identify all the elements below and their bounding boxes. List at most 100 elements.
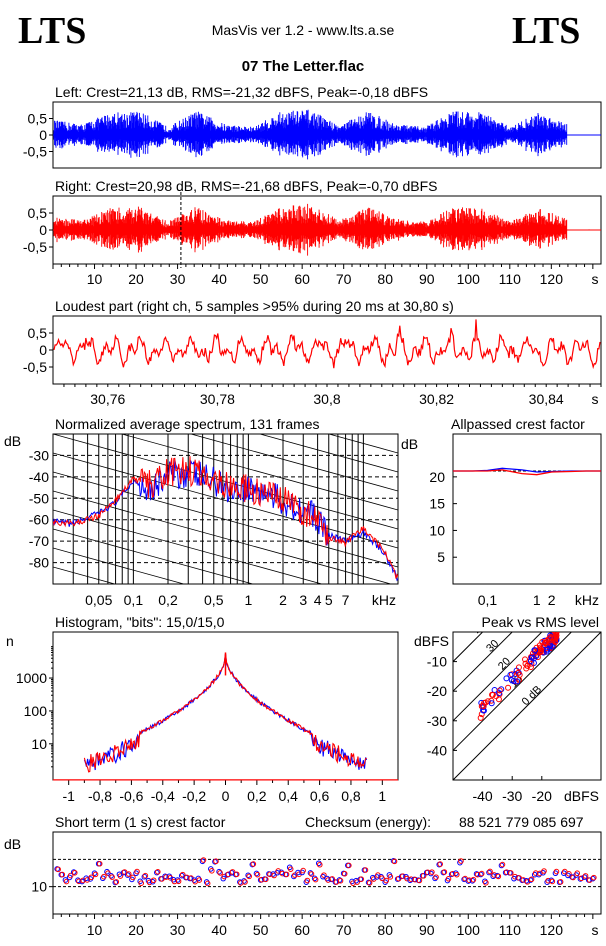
peak-rms-ytick-label: -40 [427, 742, 447, 758]
spectrum-xtick-label: 1 [244, 592, 252, 608]
peak-rms-point [514, 669, 521, 676]
short-term-point-right [578, 875, 585, 882]
spectrum-xtick-label: 0,5 [204, 592, 224, 608]
short-term-point-right [387, 874, 394, 880]
short-term-point-right [553, 868, 560, 875]
short-term-point-left [590, 875, 596, 882]
short-term-point-left [154, 869, 160, 876]
short-term-point-right [561, 868, 568, 875]
peak-rms-ytick-label: -20 [427, 683, 447, 699]
histogram-xtick-label: 0,4 [278, 788, 298, 804]
right-channel-xtick-label: 110 [499, 271, 522, 287]
allpassed-ytick-label: 15 [429, 496, 445, 512]
short-term-point-right [84, 877, 91, 883]
checksum-value: 88 521 779 085 697 [459, 814, 584, 830]
short-term-point-left [245, 872, 251, 879]
left-channel-ytick-label: 0,5 [28, 111, 48, 127]
peak-rms-point [491, 686, 498, 693]
lts-logo-right: LTS [512, 10, 581, 52]
peak-rms-diagonal [453, 632, 543, 722]
spectrum-slope-line [120, 434, 398, 511]
short-term-point-right [67, 872, 74, 879]
spectrum-xtick-label: 7 [342, 592, 350, 608]
allpassed-frame [452, 433, 602, 585]
peak-rms-ylabel: dBFS [414, 633, 449, 649]
peak-rms-point [495, 696, 502, 703]
spectrum-frame [52, 433, 399, 585]
peak-rms-frame [452, 631, 602, 781]
right-channel-xtick-label: s [592, 271, 599, 287]
right-channel-ytick-label: 0,5 [28, 205, 48, 221]
short-term-point-right [528, 876, 535, 883]
short-term-point-right [217, 870, 223, 876]
spectrum-slope-line [53, 471, 398, 568]
peak-rms-diagonal [453, 632, 573, 751]
peak-rms-diagonal-label: 40 [472, 620, 489, 637]
short-term-point-right [204, 880, 211, 887]
loudest-xtick-label: 30,8 [313, 391, 340, 407]
short-term-point-right [271, 872, 277, 879]
peak-rms-point [488, 697, 495, 704]
app-title: MasVis ver 1.2 - www.lts.a.se [211, 22, 395, 38]
short-term-xtick-label: 70 [336, 922, 352, 938]
peak-rms-diagonal-label: 0 dB [520, 684, 544, 708]
short-term-point-left [174, 877, 181, 883]
short-term-xtick-label: 20 [128, 922, 144, 938]
allpassed-ytick-label: 10 [429, 522, 445, 538]
short-term-point-right [283, 871, 290, 878]
peak-rms-point [505, 684, 512, 691]
short-term-point-right [250, 861, 257, 867]
short-term-point-right [321, 872, 327, 878]
right-channel-xtick-label: 120 [540, 271, 564, 287]
short-term-point-right [308, 871, 315, 877]
short-term-point-right [233, 871, 240, 878]
right-channel-xtick-label: 50 [253, 271, 269, 287]
histogram-xtick-label: -0,6 [119, 788, 143, 804]
short-term-point-left [253, 870, 260, 877]
spectrum-xtick-label: 3 [299, 592, 307, 608]
short-term-point-right [354, 879, 360, 885]
histogram-xtick-label: 1 [378, 788, 386, 804]
peak-rms-point [544, 646, 551, 653]
peak-rms-point [496, 690, 503, 697]
short-term-point-right [445, 876, 452, 882]
short-term-point-right [341, 870, 348, 877]
peak-rms-point [482, 699, 489, 706]
spectrum-ytick-label: -50 [29, 490, 49, 506]
histogram-ylabel: n [6, 633, 14, 649]
spectrum-slope-line [53, 244, 398, 339]
short-term-point-left [432, 875, 438, 882]
peak-rms-point [507, 671, 514, 678]
peak-rms-xtick-label: -40 [472, 788, 492, 804]
short-term-point-right [196, 877, 203, 883]
spectrum-slope-line [53, 566, 117, 584]
loudest-ytick-label: -0,5 [23, 359, 47, 375]
spectrum-slope-line [53, 452, 398, 549]
short-term-point-right [246, 873, 252, 880]
short-term-point-right [329, 876, 336, 882]
short-term-point-right [454, 871, 460, 878]
histogram-xtick-label: -0,4 [151, 788, 175, 804]
short-term-point-left [494, 872, 501, 879]
short-term-xtick-label: 50 [253, 922, 269, 938]
right-channel-xtick-label: 70 [336, 271, 352, 287]
peak-rms-point [503, 675, 510, 682]
right-channel-ytick-label: -0,5 [23, 239, 47, 255]
allpassed-xtick-label: 1 [533, 592, 541, 608]
peak-rms-diagonal [453, 632, 601, 780]
peak-rms-point [489, 691, 496, 698]
allpassed-ytick-label: 5 [437, 549, 445, 565]
peak-rms-diagonal [453, 632, 484, 662]
allpassed-xunit: kHz [575, 592, 599, 608]
spectrum-xtick-label: 2 [279, 592, 287, 608]
short-term-point-left [498, 862, 505, 869]
spectrum-series-right [53, 456, 398, 579]
short-term-point-left [141, 873, 148, 880]
short-term-point-right [130, 874, 136, 881]
short-term-point-right [155, 868, 161, 875]
peak-rms-points [477, 632, 560, 721]
short-term-point-right [254, 871, 261, 878]
right-channel-xtick-label: 40 [211, 271, 227, 287]
short-term-point-right [591, 874, 597, 881]
